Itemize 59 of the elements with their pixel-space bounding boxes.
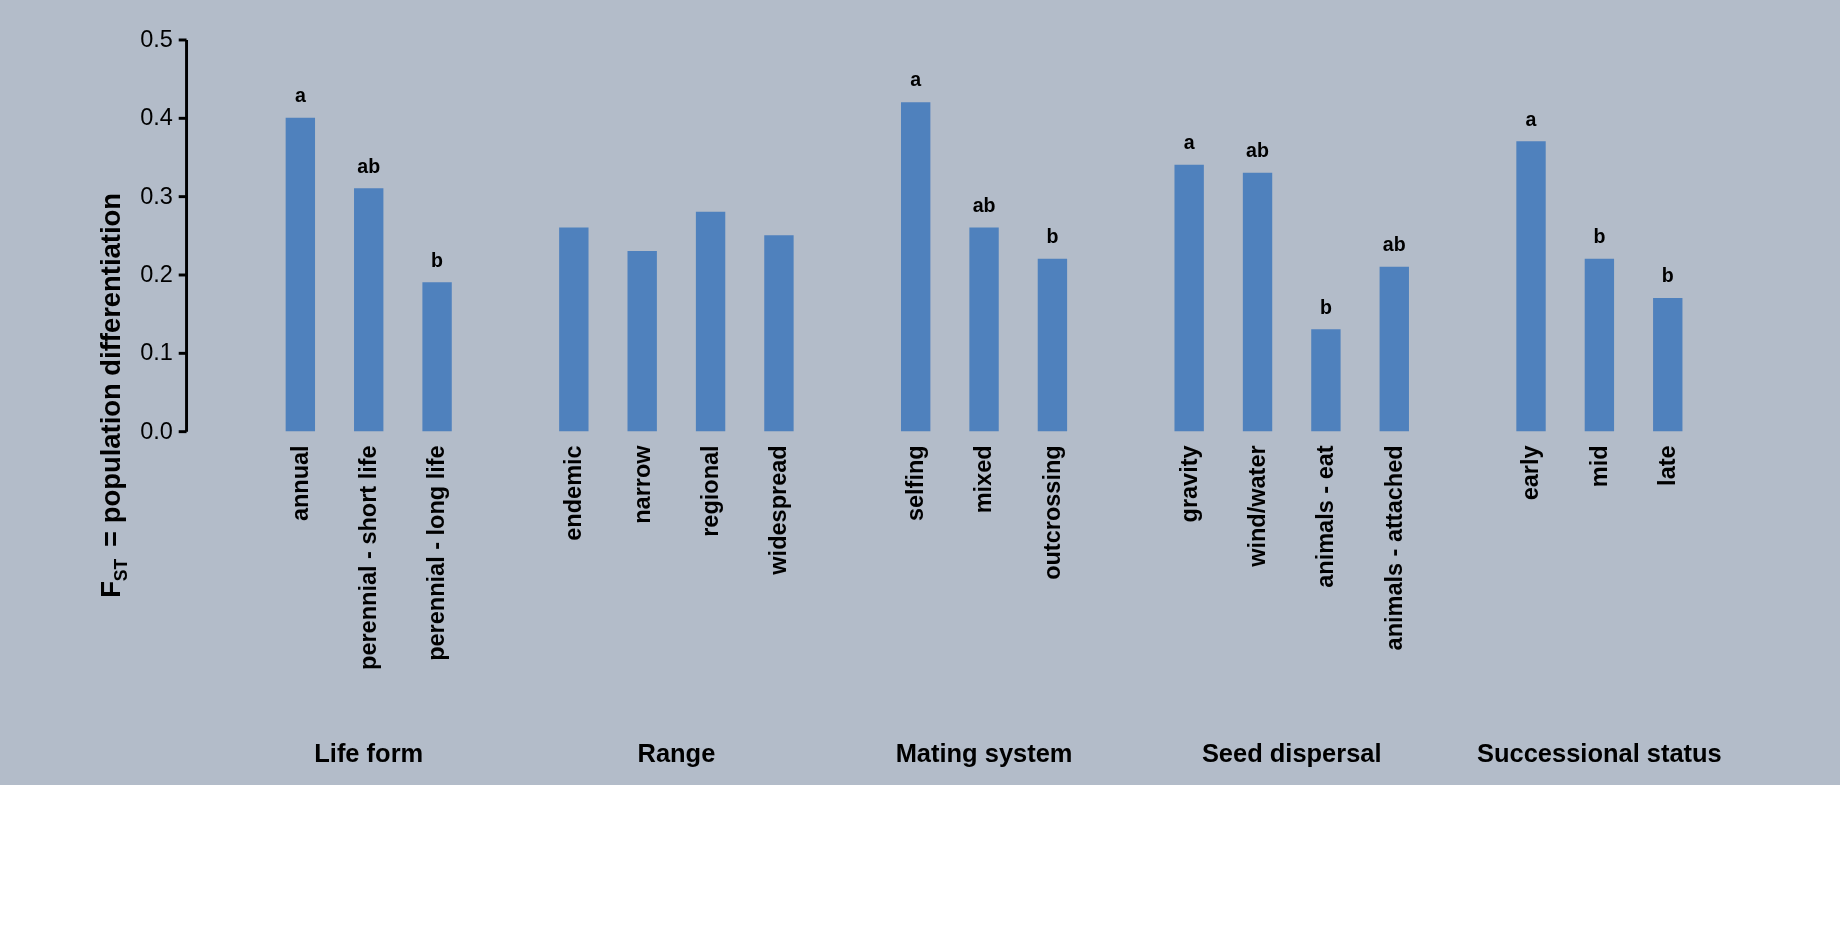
x-tick-label: annual [286, 445, 313, 522]
annotation: ab [972, 193, 996, 216]
bar [900, 102, 931, 432]
bar [1379, 266, 1409, 432]
annotation: a [294, 84, 307, 107]
annotation: ab [1246, 138, 1269, 161]
annotation: ab [357, 154, 381, 177]
annotation: ab [1382, 233, 1406, 255]
annotation: a [1525, 107, 1538, 130]
bar [627, 251, 657, 432]
annotation: b [431, 248, 444, 271]
annotation: a [910, 68, 923, 91]
text: Range [637, 739, 716, 768]
x-tick-label: early [1517, 445, 1544, 501]
x-tick-label: perennial - long life [423, 445, 450, 661]
annotation: b [1046, 225, 1059, 248]
text: Mating system [895, 739, 1073, 768]
x-tick-label: animals - attached [1380, 445, 1407, 651]
y-tick-label: 0.3 [140, 182, 173, 209]
x-tick-label: mid [1585, 445, 1612, 488]
bar [1174, 164, 1204, 432]
annotation: b [1661, 264, 1674, 287]
annotation: b [1319, 295, 1332, 318]
bar [354, 188, 384, 432]
x-tick-label: late [1654, 445, 1681, 486]
x-tick-label: widespread [765, 445, 792, 576]
x-tick-label: narrow [628, 444, 655, 524]
bar [1242, 172, 1273, 432]
x-tick-label: selfing [902, 445, 929, 522]
y-tick-label: 0.5 [140, 25, 173, 52]
y-tick-label: 0.4 [140, 104, 173, 131]
text: Life form [314, 739, 424, 768]
x-tick-label: mixed [970, 445, 997, 514]
x-tick-label: regional [696, 445, 723, 537]
x-tick-label: outcrossing [1038, 445, 1065, 580]
bar [969, 227, 999, 432]
annotation: b [1593, 225, 1606, 248]
x-tick-label: animals - eat [1312, 445, 1339, 588]
y-tick-label: 0.2 [140, 260, 173, 287]
bar [1653, 298, 1683, 432]
x-tick-label: gravity [1175, 445, 1202, 523]
x-tick-label: perennial - short life [355, 445, 382, 670]
bar [1037, 258, 1068, 432]
x-tick-label: endemic [560, 445, 587, 541]
bar [1516, 141, 1546, 432]
text: Successional status [1477, 739, 1722, 768]
bar [559, 227, 589, 432]
bar [764, 235, 794, 432]
text: Seed dispersal [1201, 739, 1382, 768]
x-tick-label: wind/water [1243, 445, 1270, 568]
y-tick-label: 0.0 [140, 417, 173, 444]
bar [1584, 258, 1615, 432]
annotation: a [1183, 131, 1196, 154]
bar [422, 282, 452, 432]
bar [1311, 329, 1341, 432]
bar [695, 211, 726, 432]
y-tick-label: 0.1 [140, 339, 173, 366]
y-axis-title: FST = population differentiation [95, 192, 132, 598]
bar [285, 117, 316, 432]
